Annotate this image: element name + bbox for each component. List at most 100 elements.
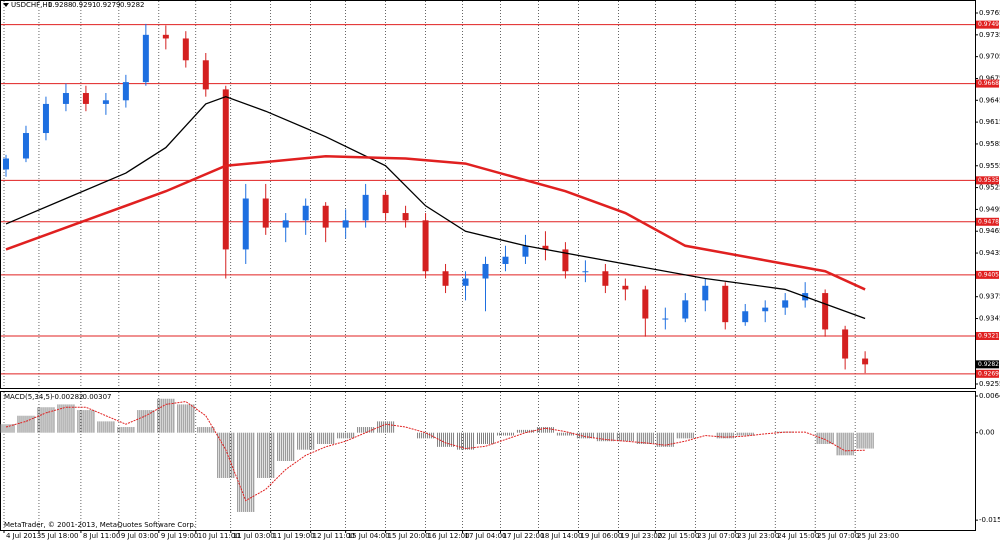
- y-tick-label: 0.9765: [979, 9, 1000, 17]
- x-tick-label: 25 Jul 07:00: [817, 532, 859, 540]
- x-tick-label: 24 Jul 15:00: [777, 532, 819, 540]
- candle-body: [302, 205, 309, 221]
- candle-body: [602, 271, 609, 286]
- candle-body: [62, 93, 69, 104]
- y-tick-label: 0.9615: [979, 118, 1000, 126]
- candle-body: [782, 300, 789, 308]
- level-box: [976, 369, 999, 378]
- x-tick-label: 9 Jul 19:00: [161, 532, 199, 540]
- candle-body: [702, 285, 709, 301]
- x-tick-label: 25 Jul 23:00: [857, 532, 899, 540]
- candle-body: [442, 271, 449, 286]
- candle-body: [542, 245, 549, 250]
- y-tick-label: 0.9675: [979, 74, 1000, 82]
- x-tick-label: 9 Jul 03:00: [121, 532, 159, 540]
- y-tick-label: -0.01545: [979, 516, 1000, 524]
- candle-body: [322, 205, 329, 228]
- candle-body: [422, 220, 429, 272]
- level-label: 0.9321: [978, 332, 999, 339]
- candle-body: [342, 220, 349, 228]
- macd-panel-frame: [0, 391, 976, 531]
- level-label: 0.9478: [978, 218, 999, 225]
- signal-line: [5, 401, 866, 502]
- y-tick-label: 0.00648: [979, 392, 1000, 400]
- candle-body: [182, 38, 189, 61]
- candle-body: [622, 285, 629, 290]
- candle-body: [762, 307, 769, 312]
- candle-body: [222, 89, 229, 250]
- candle-body: [462, 278, 469, 286]
- x-tick-label: 19 Jul 06:00: [580, 532, 622, 540]
- level-box: [976, 270, 999, 279]
- y-tick-label: 0.00: [979, 429, 995, 437]
- footer: MetaTrader, © 2001-2013, MetaQuotes Soft…: [4, 521, 196, 529]
- level-box: [976, 331, 999, 340]
- candle-body: [282, 220, 289, 228]
- candle-body: [862, 358, 869, 365]
- x-tick-label: 15 Jul 04:00: [348, 532, 390, 540]
- candle-body: [82, 93, 89, 104]
- candle-body: [42, 103, 49, 134]
- header-ohlc: 0.9282: [120, 1, 145, 9]
- candle-body: [162, 34, 169, 39]
- candle-body: [242, 198, 249, 250]
- level-label: 0.9668: [978, 80, 999, 87]
- level-label: 0.9405: [978, 271, 999, 278]
- price-label: 0.9282: [978, 361, 999, 368]
- menu-arrow: [3, 3, 9, 7]
- x-tick-label: 19 Jul 23:00: [620, 532, 662, 540]
- x-tick-label: 22 Jul 15:00: [657, 532, 699, 540]
- candle-body: [662, 318, 669, 320]
- y-tick-label: 0.9465: [979, 227, 1000, 235]
- header-ohlc: 0.9288: [48, 1, 73, 9]
- x-tick-label: 17 Jul 04:00: [465, 532, 507, 540]
- y-tick-label: 0.9735: [979, 31, 1000, 39]
- candle-body: [502, 256, 509, 264]
- x-tick-label: 11 Jul 19:00: [273, 532, 315, 540]
- x-tick-label: 11 Jul 03:00: [233, 532, 275, 540]
- y-tick-label: 0.9585: [979, 140, 1000, 148]
- moving-average: [5, 95, 866, 320]
- y-tick-label: 0.9555: [979, 162, 1000, 170]
- y-tick-label: 0.9345: [979, 315, 1000, 323]
- candle-body: [202, 60, 209, 90]
- level-box: [976, 217, 999, 226]
- macd-value: -0.00307: [80, 393, 111, 401]
- header-ohlc: 0.9279: [96, 1, 121, 9]
- x-tick-label: 16 Jul 12:00: [428, 532, 470, 540]
- candle-body: [582, 271, 589, 273]
- candle-body: [842, 329, 849, 359]
- candle-body: [682, 300, 689, 319]
- candle-body: [102, 100, 109, 104]
- x-tick-label: 4 Jul 2013: [6, 532, 41, 540]
- candle-body: [822, 293, 829, 330]
- symbol-title: USDCHF,H1: [11, 1, 52, 9]
- x-tick-label: 15 Jul 20:00: [388, 532, 430, 540]
- candle-body: [2, 158, 9, 170]
- candle-body: [402, 213, 409, 221]
- candle-body: [142, 34, 149, 83]
- level-box: [976, 176, 999, 185]
- y-tick-label: 0.9435: [979, 249, 1000, 257]
- y-tick-label: 0.9495: [979, 205, 1000, 213]
- candle-body: [482, 263, 489, 279]
- candle-body: [262, 198, 269, 228]
- x-tick-label: 12 Jul 11:00: [313, 532, 355, 540]
- x-tick-label: 18 Jul 14:00: [540, 532, 582, 540]
- moving-average: [5, 155, 866, 291]
- level-box: [976, 20, 999, 29]
- level-label: 0.9269: [978, 370, 999, 377]
- x-tick-label: 17 Jul 22:00: [502, 532, 544, 540]
- x-tick-label: 10 Jul 11:00: [198, 532, 240, 540]
- level-box: [976, 79, 999, 88]
- candle-body: [122, 82, 129, 101]
- x-tick-label: 23 Jul 23:00: [737, 532, 779, 540]
- candle-body: [722, 285, 729, 323]
- x-tick-label: 8 Jul 11:00: [83, 532, 121, 540]
- level-label: 0.9535: [978, 177, 999, 184]
- macd-value: -0.00282: [52, 393, 83, 401]
- y-tick-label: 0.9645: [979, 96, 1000, 104]
- candle-body: [22, 133, 29, 159]
- y-tick-label: 0.9375: [979, 293, 1000, 301]
